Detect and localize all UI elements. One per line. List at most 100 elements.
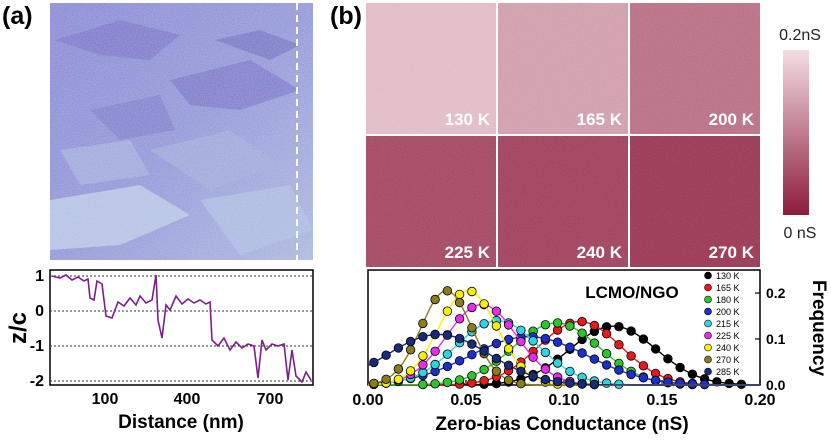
- data-point-200k: [663, 377, 673, 387]
- data-point-270k: [369, 378, 379, 389]
- profile-xlabel: Distance (nm): [118, 412, 244, 433]
- data-point-130k: [663, 354, 673, 364]
- map-temperature-label: 270 K: [709, 243, 755, 262]
- data-point-225k: [418, 360, 428, 370]
- data-point-130k: [675, 362, 685, 373]
- data-point-240k: [503, 344, 514, 354]
- data-point-180k: [442, 377, 453, 388]
- x-tick-label: 0.00: [352, 392, 383, 409]
- map-temperature-label: 240 K: [577, 243, 623, 262]
- data-point-215k: [479, 319, 489, 329]
- data-point-215k: [442, 349, 453, 359]
- data-point-285k: [589, 379, 600, 390]
- profile-ytick-m1: -1: [30, 338, 44, 355]
- data-point-200k: [638, 373, 649, 383]
- data-point-270k: [405, 345, 416, 355]
- data-point-270k: [418, 318, 428, 329]
- data-point-285k: [442, 330, 453, 340]
- data-point-165k: [614, 340, 624, 350]
- data-point-285k: [577, 379, 587, 389]
- map-temperature-label: 165 K: [577, 110, 623, 129]
- data-point-225k: [430, 346, 440, 357]
- data-point-180k: [430, 379, 440, 389]
- data-point-285k: [430, 329, 440, 340]
- x-tick-label: 0.15: [646, 392, 677, 409]
- data-point-285k: [503, 360, 514, 371]
- data-point-165k: [577, 316, 587, 327]
- data-point-200k: [687, 379, 698, 389]
- legend-entry: 270 K: [716, 355, 740, 365]
- data-point-285k: [405, 336, 416, 347]
- data-point-200k: [589, 354, 600, 364]
- data-point-225k: [540, 364, 551, 374]
- data-point-285k: [528, 371, 538, 381]
- data-point-240k: [467, 286, 477, 297]
- data-point-285k: [381, 350, 391, 360]
- legend-marker: [704, 295, 712, 304]
- y-tick-label: 0.1: [766, 331, 786, 347]
- data-point-225k: [454, 314, 465, 324]
- legend-entry: 215 K: [716, 319, 740, 329]
- panel-a-label: (a): [2, 2, 33, 30]
- colorbar: 0.2nS 0 nS: [779, 27, 821, 242]
- legend-entry: 240 K: [716, 343, 740, 353]
- data-point-180k: [467, 371, 477, 381]
- legend-entry: 180 K: [716, 295, 740, 305]
- data-point-215k: [516, 325, 526, 336]
- y-tick-label: 0.0: [766, 377, 786, 393]
- data-point-165k: [638, 361, 649, 371]
- conductance-map-130k: 130 K: [366, 3, 496, 134]
- conductance-maps: 130 K 165 K 200 K 225 K 240 K 270 K: [366, 3, 760, 267]
- data-point-180k: [552, 318, 563, 328]
- x-tick-label: 0.10: [548, 392, 579, 409]
- stm-topography-image: [50, 3, 313, 260]
- data-point-130k: [687, 369, 698, 379]
- height-profile-trace: [51, 274, 312, 384]
- data-point-285k: [516, 366, 526, 377]
- map-temperature-label: 225 K: [445, 243, 491, 262]
- legend-entry: 130 K: [716, 271, 740, 281]
- data-point-200k: [491, 338, 502, 349]
- data-point-270k: [381, 374, 391, 385]
- legend-entry: 165 K: [716, 283, 740, 293]
- legend-marker: [704, 367, 712, 376]
- data-point-285k: [454, 333, 465, 344]
- data-point-240k: [405, 366, 416, 376]
- legend-entry: 285 K: [716, 367, 740, 377]
- data-point-200k: [650, 375, 661, 386]
- legend-marker: [704, 307, 712, 316]
- data-point-240k: [479, 299, 489, 309]
- conductance-map-225k: 225 K: [366, 136, 496, 267]
- height-profile-plot: 1 0 -1 -2 z/c 100 400 700 Distance (nm): [5, 268, 314, 433]
- data-point-285k: [369, 357, 379, 368]
- data-point-240k: [393, 374, 404, 385]
- colorbar-max-label: 0.2nS: [779, 27, 821, 44]
- data-point-225k: [528, 352, 538, 362]
- data-point-285k: [467, 339, 477, 349]
- data-point-130k: [724, 378, 734, 389]
- data-point-180k: [601, 349, 612, 359]
- data-point-270k: [442, 286, 453, 296]
- profile-xtick-100: 100: [92, 391, 119, 408]
- data-point-270k: [430, 294, 440, 305]
- profile-ytick-0: 0: [35, 303, 44, 320]
- panel-b-label: (b): [330, 2, 362, 30]
- data-point-270k: [454, 297, 465, 308]
- data-point-225k: [491, 306, 502, 316]
- profile-xtick-400: 400: [174, 391, 201, 408]
- y-axis-label: Frequency: [808, 280, 829, 377]
- data-point-200k: [540, 333, 551, 344]
- map-temperature-label: 200 K: [709, 110, 755, 129]
- data-point-285k: [491, 353, 502, 364]
- data-point-225k: [467, 302, 477, 313]
- data-point-200k: [675, 378, 685, 388]
- colorbar-gradient: [783, 50, 809, 215]
- legend-marker: [704, 343, 712, 352]
- data-point-285k: [540, 374, 551, 385]
- data-point-270k: [467, 323, 477, 333]
- data-point-240k: [442, 306, 453, 316]
- legend-marker: [704, 355, 712, 364]
- data-point-200k: [565, 342, 575, 352]
- x-tick-label: 0.05: [450, 392, 481, 409]
